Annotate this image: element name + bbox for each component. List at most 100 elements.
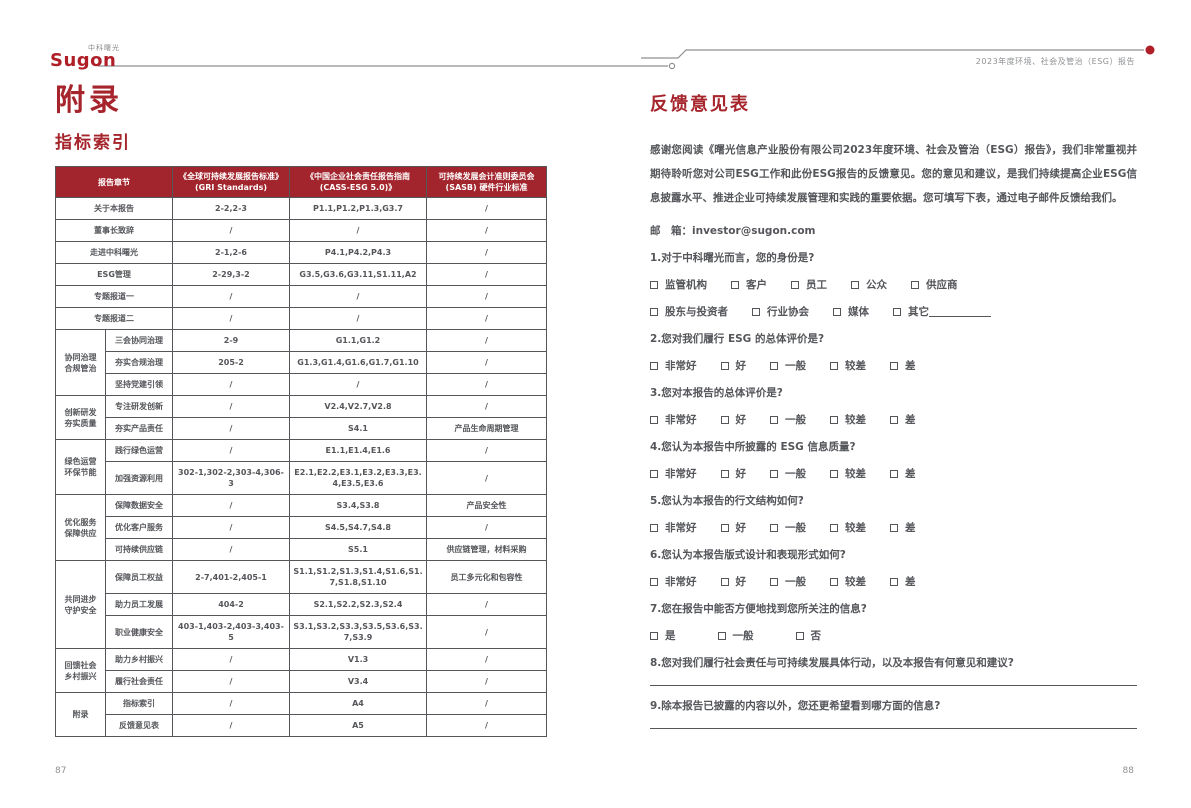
col-header-sasb: 可持续发展会计准则委员会 (SASB) 硬件行业标准 <box>426 166 547 198</box>
checkbox-icon[interactable] <box>717 632 726 640</box>
checkbox-icon[interactable] <box>830 524 838 532</box>
option: 非常好 <box>650 576 697 588</box>
checkbox-icon[interactable] <box>830 470 838 478</box>
options-row: 非常好 好 一般 较差 差 <box>650 522 1137 534</box>
checkbox-icon[interactable] <box>770 578 778 586</box>
option-label: 其它 <box>908 306 929 318</box>
gri-cell: / <box>172 307 290 330</box>
sasb-cell: / <box>426 285 547 308</box>
chapter-cell: 董事长致辞 <box>55 219 173 242</box>
gri-cell: 2-2,2-3 <box>172 197 290 220</box>
fill-in-blank-line[interactable] <box>929 308 991 317</box>
checkbox-icon[interactable] <box>650 524 658 532</box>
option: 一般 <box>717 630 754 642</box>
feedback-intro: 感谢您阅读《曙光信息产业股份有限公司2023年度环境、社会及管治（ESG）报告》… <box>650 144 1137 204</box>
table-row: 加强资源利用 302-1,302-2,303-4,306-3 E2.1,E2.2,E… <box>56 461 547 495</box>
sasb-cell: / <box>426 373 547 396</box>
option: 好 <box>720 360 746 372</box>
checkbox-icon[interactable] <box>890 362 898 370</box>
table-row: 绿色运营 环保节能 践行绿色运营 / E1.1,E1.4,E1.6/ <box>55 439 547 495</box>
checkbox-icon[interactable] <box>720 362 729 370</box>
checkbox-icon[interactable] <box>731 281 739 289</box>
options-row: 非常好 好 一般 较差 差 <box>650 576 1137 588</box>
table-row: 专题报道二 / / / <box>55 307 547 330</box>
option-label: 监管机构 <box>665 279 707 291</box>
gri-cell: / <box>172 373 290 396</box>
cass-cell: G1.3,G1.4,G1.6,G1.7,G1.10 <box>289 351 427 374</box>
checkbox-icon[interactable] <box>795 632 804 640</box>
answer-line[interactable] <box>650 685 1137 686</box>
table-row: 职业健康安全 403-1,403-2,403-3,403-5 S3.1,S3.2,S… <box>56 615 547 649</box>
option-label: 一般 <box>785 468 806 480</box>
checkbox-icon[interactable] <box>851 281 859 289</box>
checkbox-icon[interactable] <box>650 470 658 478</box>
gri-cell: / <box>172 219 290 242</box>
checkbox-icon[interactable] <box>911 281 919 289</box>
cass-cell: / <box>289 307 427 330</box>
checkbox-icon[interactable] <box>830 578 838 586</box>
checkbox-icon[interactable] <box>650 416 658 424</box>
option-label: 一般 <box>785 360 806 372</box>
option: 供应商 <box>911 279 958 291</box>
chapter-cell: 关于本报告 <box>55 197 173 220</box>
index-table: 报告章节 《全球可持续发展报告标准》 (GRI Standards) 《中国企业… <box>55 166 547 737</box>
options-row: 监管机构 客户 员工 公众 供应商 <box>650 279 1137 291</box>
checkbox-icon[interactable] <box>770 362 778 370</box>
checkbox-icon[interactable] <box>893 308 901 316</box>
section-subtitle: 指标索引 <box>55 133 131 153</box>
checkbox-icon[interactable] <box>720 416 729 424</box>
checkbox-icon[interactable] <box>770 470 778 478</box>
checkbox-icon[interactable] <box>833 308 841 316</box>
checkbox-icon[interactable] <box>720 470 729 478</box>
checkbox-icon[interactable] <box>752 308 760 316</box>
checkbox-icon[interactable] <box>650 308 658 316</box>
table-row: 坚持党建引领 / / / <box>56 373 547 396</box>
checkbox-icon[interactable] <box>770 524 778 532</box>
option: 非常好 <box>650 360 697 372</box>
option-label: 一般 <box>785 522 806 534</box>
checkbox-icon[interactable] <box>890 578 898 586</box>
option-label: 较差 <box>845 576 866 588</box>
cass-cell: S5.1 <box>289 538 427 561</box>
option: 好 <box>720 522 746 534</box>
chapter-cell: 践行绿色运营 <box>105 439 173 462</box>
cass-cell: S4.1 <box>289 417 427 440</box>
option: 差 <box>890 576 916 588</box>
checkbox-icon[interactable] <box>830 416 838 424</box>
checkbox-icon[interactable] <box>650 281 658 289</box>
checkbox-icon[interactable] <box>720 524 729 532</box>
option: 客户 <box>731 279 767 291</box>
checkbox-icon[interactable] <box>650 578 658 586</box>
option-label: 非常好 <box>665 360 697 372</box>
option-label: 一般 <box>732 630 754 642</box>
checkbox-icon[interactable] <box>720 578 729 586</box>
gri-cell: 302-1,302-2,303-4,306-3 <box>172 461 290 495</box>
option: 非常好 <box>650 468 697 480</box>
question-text: 9.除本报告已披露的内容以外，您还更希望看到哪方面的信息? <box>650 700 941 712</box>
checkbox-icon[interactable] <box>830 362 838 370</box>
option-label: 差 <box>905 414 916 426</box>
answer-line[interactable] <box>650 728 1137 729</box>
sasb-cell: 供应链管理，材料采购 <box>426 538 547 561</box>
gri-cell: / <box>172 538 290 561</box>
sasb-cell: 产品生命周期管理 <box>426 417 547 440</box>
checkbox-icon[interactable] <box>890 524 898 532</box>
gri-cell: 2-7,401-2,405-1 <box>172 560 290 594</box>
chapter-group-cell: 绿色运营 环保节能 <box>55 439 106 495</box>
checkbox-icon[interactable] <box>890 416 898 424</box>
checkbox-icon[interactable] <box>770 416 778 424</box>
option: 较差 <box>830 468 866 480</box>
question-text: 5.您认为本报告的行文结构如何? <box>650 495 804 507</box>
option: 差 <box>890 468 916 480</box>
checkbox-icon[interactable] <box>650 362 658 370</box>
chapter-cell: 助力员工发展 <box>105 593 173 616</box>
checkbox-icon[interactable] <box>791 281 799 289</box>
option: 非常好 <box>650 414 697 426</box>
gri-cell: / <box>172 714 290 737</box>
gri-cell: 404-2 <box>172 593 290 616</box>
checkbox-icon[interactable] <box>890 470 898 478</box>
sasb-cell: / <box>426 648 547 671</box>
question-text: 6.您认为本报告版式设计和表现形式如何? <box>650 549 846 561</box>
sasb-cell: / <box>426 692 547 715</box>
checkbox-icon[interactable] <box>650 632 658 640</box>
